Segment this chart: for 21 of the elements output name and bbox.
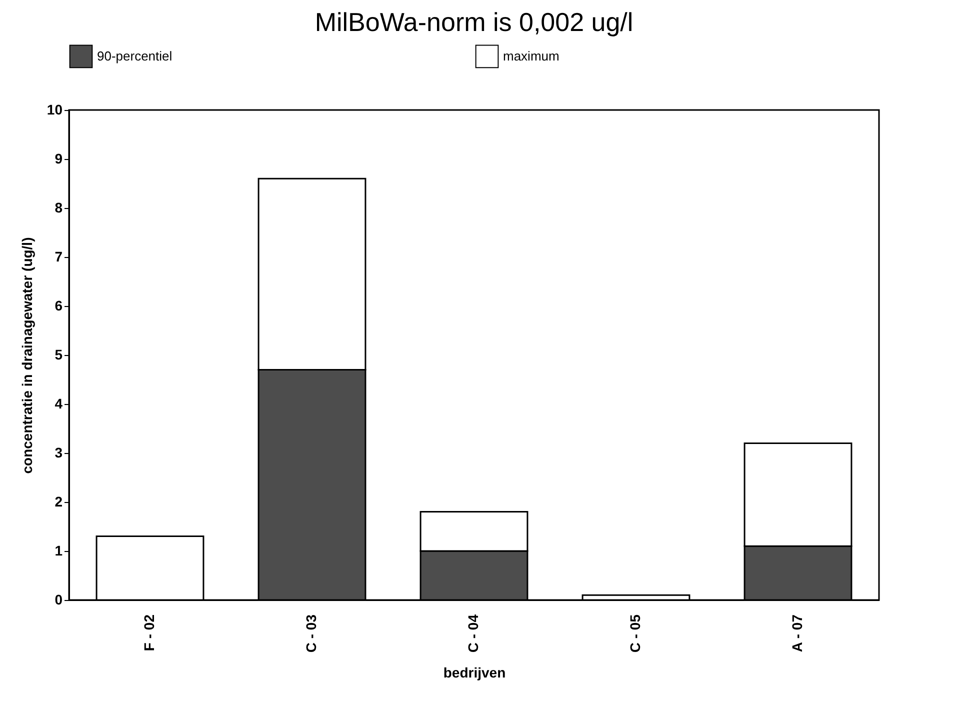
y-tick-label: 5: [54, 346, 63, 362]
y-tick-label: 2: [54, 494, 63, 510]
y-tick-label: 1: [54, 542, 63, 558]
y-axis-title: concentratie in drainagewater (ug/l): [18, 237, 35, 474]
x-tick-label: C - 03: [303, 614, 319, 653]
x-tick-label: C - 05: [627, 614, 643, 653]
y-tick-label: 3: [54, 444, 63, 460]
chart-title: MilBoWa-norm is 0,002 ug/l: [314, 7, 634, 37]
x-axis-title: bedrijven: [443, 664, 506, 681]
y-tick-label: 9: [54, 150, 63, 166]
y-tick-label: 4: [54, 396, 63, 412]
y-tick-label: 0: [54, 592, 63, 608]
x-tick-label: A - 07: [789, 614, 805, 652]
legend-label: 90-percentiel: [97, 48, 172, 64]
y-tick-label: 6: [54, 298, 63, 314]
y-tick-label: 8: [54, 200, 63, 216]
y-tick-label: 7: [54, 248, 63, 264]
legend-label: maximum: [503, 48, 560, 64]
x-tick-label: F - 02: [141, 614, 157, 652]
y-tick-label: 10: [46, 102, 63, 118]
x-tick-label: C - 04: [465, 614, 481, 653]
